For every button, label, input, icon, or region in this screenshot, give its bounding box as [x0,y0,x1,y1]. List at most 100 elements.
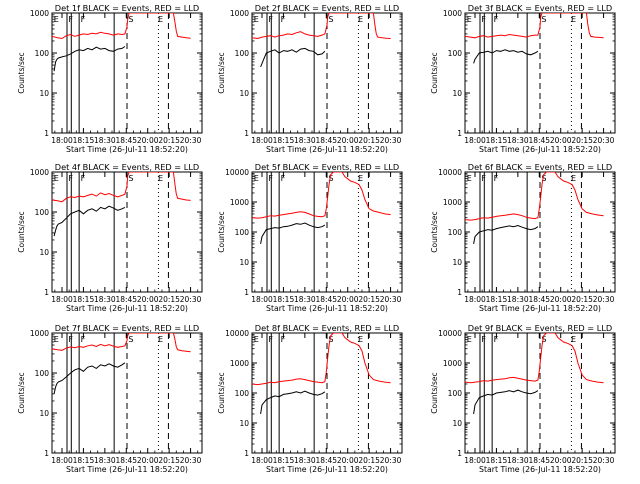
flag-marker-label: S [128,335,133,344]
y-tick-label: 1 [457,288,462,297]
chart-title: Det 7f BLACK = Events, RED = LLD [55,323,199,333]
series-line-lld [252,172,391,219]
y-tick-label: 10 [39,409,49,418]
x-tick-label: 20:00 [137,456,159,465]
flag-marker-label: E [467,174,472,183]
y-tick-label: 1 [44,449,49,458]
chart-title: Det 5f BLACK = Events, RED = LLD [255,162,399,172]
chart-panel-1: Det 1f BLACK = Events, RED = LLD 1 10 100 10… [17,3,203,154]
x-tick-label: 18:30 [507,295,529,304]
x-tick-label: 18:00 [51,295,73,304]
series-line-lld [465,333,604,384]
flag-marker-label: F [281,335,286,344]
x-tick-label: 20:30 [380,136,402,145]
flag-marker-label: F [268,174,273,183]
chart-title: Det 8f BLACK = Events, RED = LLD [255,323,399,333]
series-line-lld [52,172,191,203]
x-tick-label: 18:00 [251,136,273,145]
x-tick-label: 18:15 [73,456,95,465]
flag-marker-label: S [328,174,333,183]
y-tick-label: 100 [448,228,463,237]
x-tick-label: 20:15 [358,295,380,304]
y-tick-label: 10 [239,258,249,267]
chart-panel-2: Det 2f BLACK = Events, RED = LLD 1 10 100 10… [217,3,403,154]
y-tick-label: 1000 [30,329,49,338]
chart-panel-8: Det 8f BLACK = Events, RED = LLD 1 10 100 10… [217,323,403,474]
x-tick-label: 18:30 [94,136,116,145]
x-tick-label: 20:15 [358,456,380,465]
y-axis-label: Counts/sec [217,211,226,252]
y-tick-label: 100 [35,49,50,58]
series-line-events [260,222,326,244]
x-tick-label: 18:45 [528,456,550,465]
flag-marker-label: E [467,15,472,24]
y-axis-label: Counts/sec [430,211,439,252]
y-tick-label: 1 [457,129,462,138]
x-tick-label: 18:30 [94,295,116,304]
x-tick-label: 20:15 [358,136,380,145]
x-axis-label: Start Time (26-Jul-11 18:52:20) [66,304,188,313]
x-tick-label: 20:30 [380,456,402,465]
chart-title: Det 4f BLACK = Events, RED = LLD [55,162,199,172]
y-axis-label: Counts/sec [430,372,439,413]
x-tick-label: 20:15 [571,456,593,465]
x-tick-label: 18:30 [294,456,316,465]
y-axis-label: Counts/sec [217,52,226,93]
y-tick-label: 1 [244,288,249,297]
chart-title: Det 2f BLACK = Events, RED = LLD [255,3,399,13]
flag-marker-label: F [68,174,73,183]
series-line-lld [465,13,604,39]
flag-marker-label: E [54,335,59,344]
flag-marker-label: E [571,174,576,183]
x-tick-label: 20:30 [380,295,402,304]
flag-marker-label: S [541,15,546,24]
flag-marker-label: E [571,335,576,344]
y-tick-label: 1000 [230,9,249,18]
y-tick-label: 10 [39,248,49,257]
x-tick-label: 20:00 [137,136,159,145]
y-tick-label: 1 [44,288,49,297]
y-tick-label: 10000 [438,329,462,338]
x-tick-label: 18:00 [251,456,273,465]
x-axis-label: Start Time (26-Jul-11 18:52:20) [479,145,601,154]
chart-title: Det 1f BLACK = Events, RED = LLD [55,3,199,13]
chart-title: Det 6f BLACK = Events, RED = LLD [468,162,612,172]
series-line-events [260,47,326,68]
y-tick-label: 100 [448,389,463,398]
chart-panel-7: Det 7f BLACK = Events, RED = LLD 1 10 100 10… [17,323,203,474]
x-axis-label: Start Time (26-Jul-11 18:52:20) [66,465,188,474]
x-tick-label: 18:15 [273,136,295,145]
y-tick-label: 10 [452,419,462,428]
series-line-events [473,224,539,244]
flag-marker-label: E [358,335,363,344]
x-tick-label: 20:15 [158,295,180,304]
x-tick-label: 20:30 [593,456,615,465]
series-line-lld [252,13,391,40]
flag-marker-label: S [328,335,333,344]
flag-marker-label: F [494,15,499,24]
series-line-events [53,205,126,237]
series-line-events [260,390,326,415]
x-axis-label: Start Time (26-Jul-11 18:52:20) [66,145,188,154]
x-tick-label: 20:30 [593,136,615,145]
y-axis-label: Counts/sec [17,52,26,93]
x-tick-label: 18:45 [528,295,550,304]
y-tick-label: 10000 [438,168,462,177]
x-tick-label: 18:30 [507,456,529,465]
x-tick-label: 20:00 [337,295,359,304]
flag-marker-label: F [81,15,86,24]
x-tick-label: 18:00 [464,295,486,304]
flag-marker-label: S [541,174,546,183]
chart-panel-3: Det 3f BLACK = Events, RED = LLD 1 10 100 10… [430,3,616,154]
flag-marker-label: E [358,174,363,183]
y-tick-label: 1000 [230,359,249,368]
y-tick-label: 10 [239,89,249,98]
y-tick-label: 10 [452,89,462,98]
series-line-events [53,46,126,72]
y-tick-label: 1000 [443,9,462,18]
flag-marker-label: F [268,335,273,344]
series-line-lld [465,172,604,221]
flag-marker-label: E [254,335,259,344]
